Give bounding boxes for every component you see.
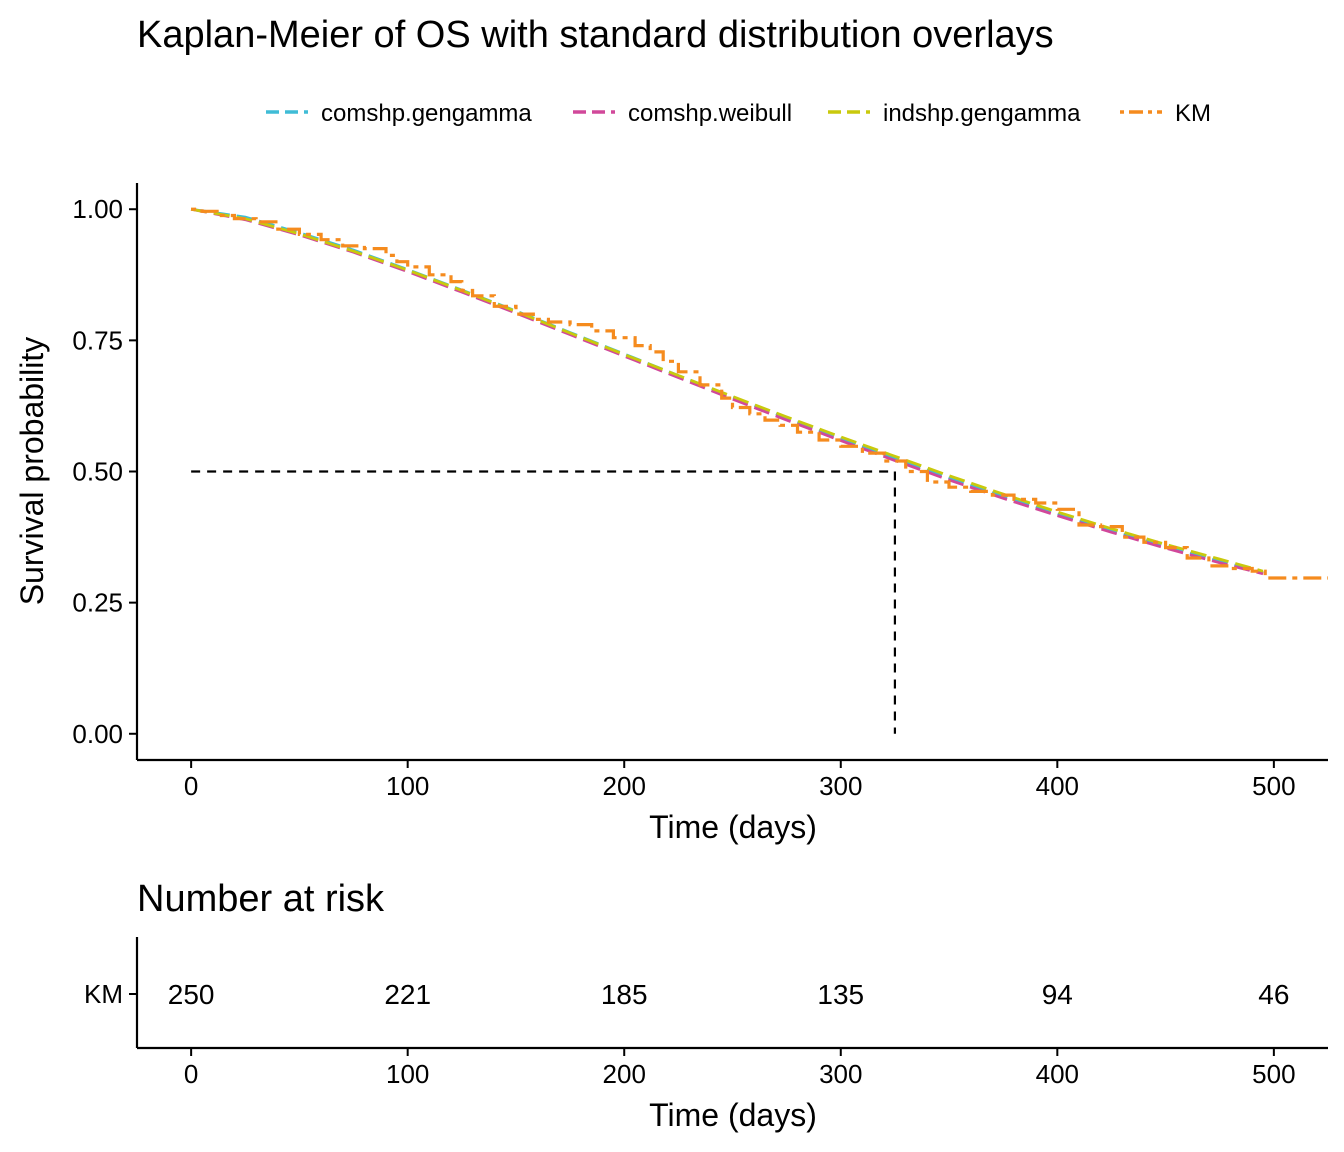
y-tick-label: 0.00: [72, 719, 123, 749]
series-line-comshp-weibull: [190, 207, 1264, 576]
y-tick-label: 1.00: [72, 194, 123, 224]
x-axis-title: Time (days): [649, 809, 817, 845]
x-tick-label: 300: [819, 771, 862, 801]
risk-table-title: Number at risk: [137, 878, 385, 920]
risk-x-tick-label: 200: [603, 1059, 646, 1089]
y-tick-label: 0.75: [72, 325, 123, 355]
risk-x-tick-label: 100: [386, 1059, 429, 1089]
risk-value: 185: [601, 979, 648, 1010]
median-guides: [191, 470, 897, 734]
y-axis-ticks: 0.00 0.25 0.50 0.75 1.00: [72, 194, 137, 749]
legend-item-comshp-weibull: comshp.weibull: [573, 100, 792, 127]
legend-item-km: KM: [1120, 100, 1211, 127]
x-tick-label: 500: [1252, 771, 1295, 801]
risk-row-label: KM: [84, 979, 123, 1009]
legend-label: comshp.gengamma: [321, 100, 532, 127]
x-axis-ticks: 0 100 200 300 400 500: [184, 760, 1296, 801]
y-tick-label: 0.25: [72, 588, 123, 618]
risk-x-tick-label: 0: [184, 1059, 198, 1089]
chart-title: Kaplan-Meier of OS with standard distrib…: [137, 14, 1054, 56]
x-tick-label: 0: [184, 771, 198, 801]
series-line-indshp-gengamma: [190, 207, 1264, 573]
risk-x-tick-label: 500: [1252, 1059, 1295, 1089]
legend-item-comshp-gengamma: comshp.gengamma: [266, 100, 532, 127]
risk-value: 94: [1042, 979, 1073, 1010]
risk-x-tick-label: 300: [819, 1059, 862, 1089]
risk-value: 221: [384, 979, 431, 1010]
series-line-comshp-gengamma: [190, 207, 1264, 575]
risk-values: 250 221 185 135 94 46: [168, 979, 1290, 1010]
series-layer: [190, 207, 1328, 580]
survival-plot-area: 0.00 0.25 0.50 0.75 1.00 0 100 200 300 400 500 Ti…: [14, 183, 1328, 845]
x-tick-label: 400: [1036, 771, 1079, 801]
legend-label: comshp.weibull: [628, 100, 792, 127]
risk-x-tick-label: 400: [1036, 1059, 1079, 1089]
x-tick-label: 200: [603, 771, 646, 801]
series-line-km: [191, 207, 1328, 580]
risk-value: 135: [817, 979, 864, 1010]
risk-x-axis-ticks: 0 100 200 300 400 500: [184, 1048, 1296, 1089]
risk-table: Number at risk KM 250 221 185 135 94 46 0 100 2…: [84, 878, 1328, 1133]
legend-label: KM: [1175, 100, 1211, 127]
legend: comshp.gengamma comshp.weibull indshp.geng…: [266, 100, 1211, 127]
risk-value: 250: [168, 979, 215, 1010]
risk-value: 46: [1258, 979, 1289, 1010]
y-axis-title: Survival probability: [14, 337, 50, 606]
y-tick-label: 0.50: [72, 457, 123, 487]
risk-x-axis-title: Time (days): [649, 1097, 817, 1133]
x-tick-label: 100: [386, 771, 429, 801]
legend-item-indshp-gengamma: indshp.gengamma: [828, 100, 1081, 127]
legend-label: indshp.gengamma: [883, 100, 1081, 127]
